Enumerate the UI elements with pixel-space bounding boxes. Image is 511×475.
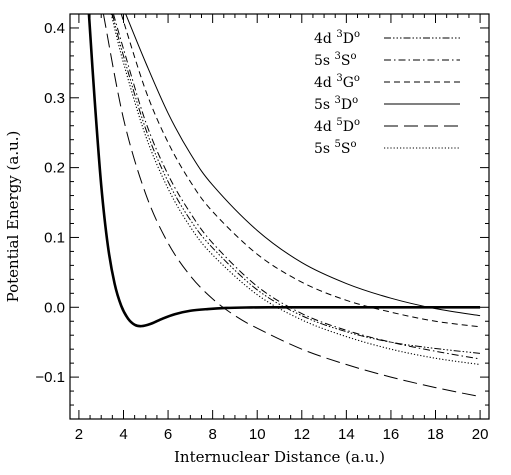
legend-entry-label: 4d 3Go [314,73,360,91]
plot-area [87,14,481,398]
x-tick-label: 18 [427,426,444,443]
y-tick-label: −0.1 [35,369,65,386]
series-line-5s-3S [112,14,481,360]
x-tick-label: 16 [383,426,400,443]
y-axis-label: Potential Energy (a.u.) [4,131,22,303]
axes: 2 4 6 8 10 12 14 16 18 20 −0.1 0.0 0.1 0.2 0.3 0.4 Inter… [4,13,490,466]
legend-entry-label: 5s 5So [314,139,357,157]
legend-entry-label: 5s 3So [314,51,357,69]
y-tick-label: 0.1 [44,229,65,246]
x-axis-label: Internuclear Distance (a.u.) [174,448,385,466]
y-tick-label: 0.3 [44,90,65,107]
y-tick-label: 0.2 [44,160,65,177]
series-line-4d-3G [120,14,481,328]
legend: 4d 3Do 5s 3So 4d 3Go 5s 3Do 4d 5Do 5s 5So [314,29,460,157]
x-tick-label: 2 [75,426,83,443]
legend-entry-label: 4d 5Do [314,117,360,135]
x-tick-label: 10 [249,426,266,443]
series-line-ground-state [87,14,481,328]
legend-entry-label: 4d 3Do [314,29,360,47]
x-tick-label: 12 [293,426,310,443]
x-tick-label: 4 [119,426,127,443]
series-line-5s-3D [125,14,481,317]
x-tick-label: 8 [208,426,216,443]
y-tick-label: 0.4 [44,20,65,37]
series-line-5s-5S [110,14,481,366]
plot-frame [69,13,490,420]
series-line-4d-5D [102,14,481,398]
legend-entry-label: 5s 3Do [314,95,358,113]
series-line-4d-3D [111,14,481,354]
x-tick-label: 20 [472,426,489,443]
y-tick-label: 0.0 [44,299,65,316]
x-tick-label: 14 [338,426,355,443]
x-tick-label: 6 [164,426,172,443]
